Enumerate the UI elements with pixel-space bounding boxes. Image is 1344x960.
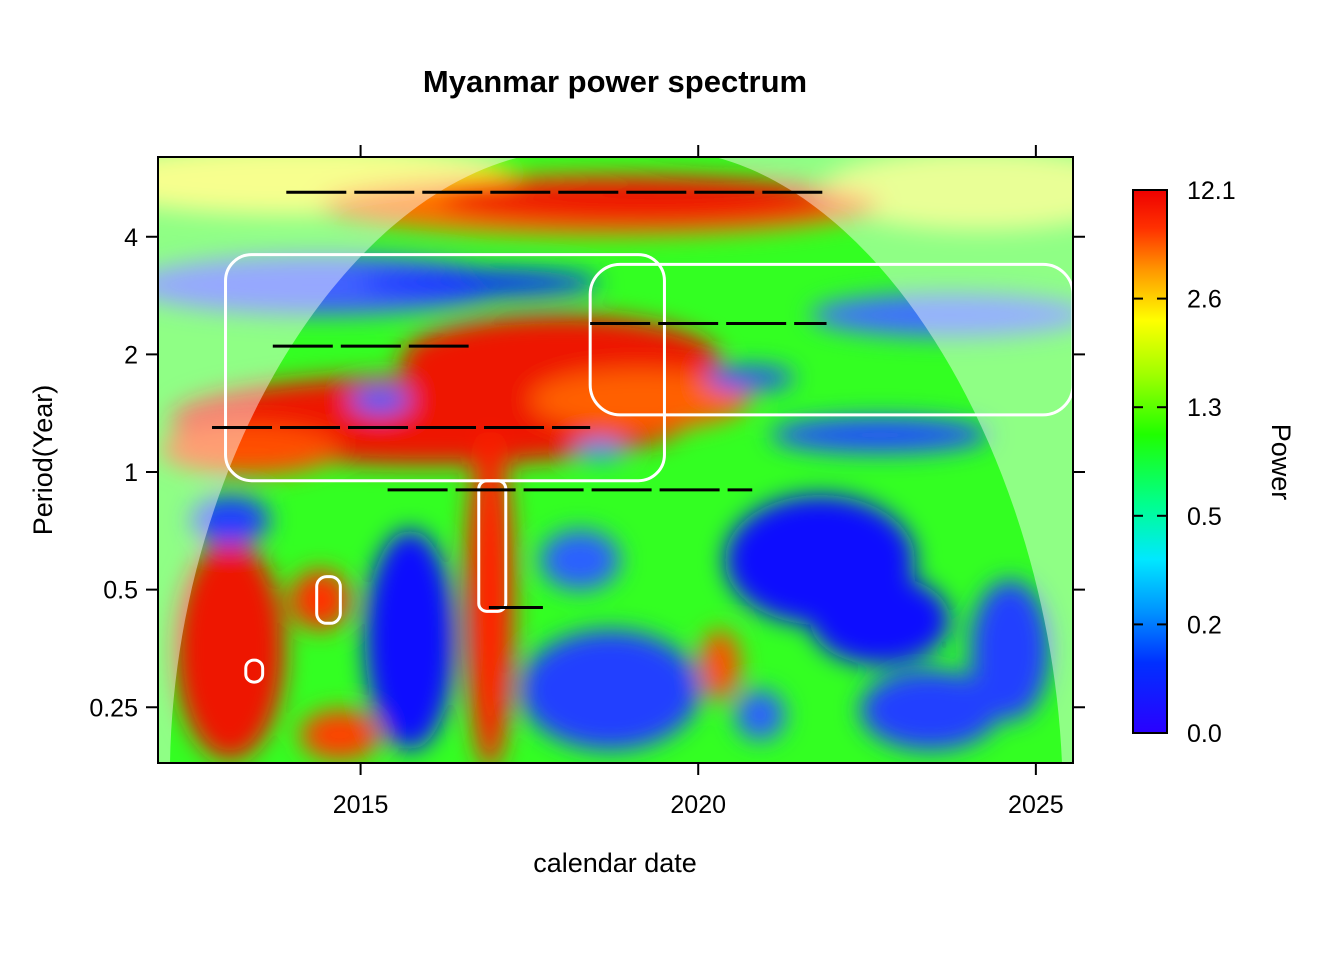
heatmap-blob — [300, 710, 380, 760]
heatmap-blob — [574, 440, 626, 460]
cone-of-influence-shade — [158, 157, 1073, 763]
colorbar-ticks: 0.0 0.2 0.5 1.3 2.6 12.1 — [1133, 177, 1236, 748]
heatmap-blob — [770, 417, 990, 453]
y-axis-label: Period(Year) — [28, 385, 58, 536]
y-tick-label: 4 — [124, 224, 138, 252]
y-tick-label: 1 — [124, 459, 138, 487]
heatmap-blob — [350, 386, 410, 414]
heatmap-blob — [440, 176, 840, 224]
x-axis-label: calendar date — [533, 848, 697, 878]
significance-contour — [224, 253, 666, 483]
power-heatmap — [158, 157, 1073, 763]
significance-contour — [244, 658, 265, 684]
heatmap-blob — [735, 690, 785, 740]
colorbar-gradient — [1132, 189, 1168, 734]
ridge-lines — [212, 190, 827, 610]
heatmap-blob — [360, 269, 600, 297]
y-tick-label: 2 — [124, 341, 138, 369]
heatmap-blob — [810, 575, 950, 665]
colorbar-tick-label: 2.6 — [1187, 286, 1222, 314]
heatmap-blob — [175, 540, 285, 760]
colorbar-tick-label: 0.5 — [1187, 503, 1222, 531]
colorbar-label: Power — [1266, 424, 1296, 501]
x-tick-label: 2025 — [1008, 791, 1064, 819]
colorbar-tick-label: 0.0 — [1187, 720, 1222, 748]
heatmap-blob — [365, 530, 455, 750]
y-axis: 0.25 0.5 1 2 4 — [89, 224, 1085, 722]
heatmap-blob — [540, 530, 620, 590]
y-tick-label: 0.25 — [89, 694, 138, 722]
heatmap-blob — [520, 630, 700, 750]
heatmap-blob — [190, 495, 270, 545]
significance-contour — [588, 262, 1073, 417]
plot-frame — [157, 156, 1074, 764]
y-tick-label: 0.5 — [103, 577, 138, 605]
heatmap-blob — [290, 570, 350, 630]
significance-contour — [315, 575, 342, 625]
colorbar-tick-label: 0.2 — [1187, 611, 1222, 639]
heatmap-blob — [820, 157, 1073, 230]
colorbar: 0.0 0.2 0.5 1.3 2.6 12.1 Power — [1132, 177, 1296, 748]
heatmap-blob — [810, 293, 1073, 337]
heatmap-blob — [158, 255, 510, 315]
x-axis: 2015 2020 2025 — [333, 145, 1064, 819]
heatmap-blob — [705, 366, 795, 390]
plot-area — [158, 157, 1073, 763]
x-tick-label: 2020 — [670, 791, 726, 819]
significance-contours — [224, 253, 1073, 684]
x-tick-label: 2015 — [333, 791, 389, 819]
colorbar-tick-label: 12.1 — [1187, 177, 1236, 205]
heatmap-blob — [860, 670, 1000, 750]
heatmap-blob — [970, 580, 1050, 720]
significance-contour — [477, 479, 508, 613]
heatmap-blob — [700, 630, 740, 700]
heatmap-blob — [160, 425, 340, 475]
colorbar-tick-label: 1.3 — [1187, 394, 1222, 422]
chart-title: Myanmar power spectrum — [423, 64, 807, 99]
